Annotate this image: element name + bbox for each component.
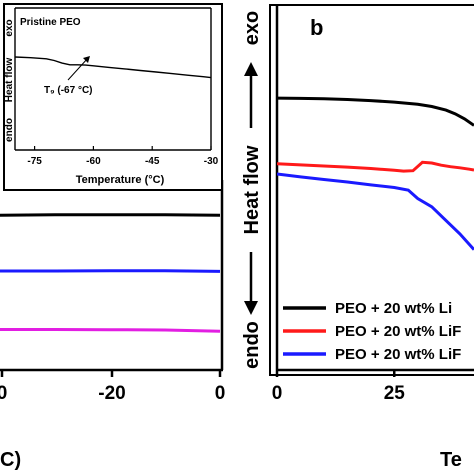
inset-annotation-label: T₉ (-67 °C): [44, 85, 93, 96]
panel-b-legend: PEO + 20 wt% Li PEO + 20 wt% LiF PEO + 20 …: [283, 300, 461, 363]
panel-b-up-arrow-head: [244, 62, 258, 76]
panel-a-series-line: [0, 213, 221, 217]
panel-a-ticks: 0 -20 0: [0, 370, 225, 404]
panel-a-x-tick-label: 0: [215, 383, 226, 404]
panel-b-y-bottom-label: endo: [241, 321, 263, 369]
panel-b-ylabel-group: exo Heat flow endo: [241, 11, 263, 369]
panel-b-series-line: [277, 172, 474, 251]
panel-b-xlabel: Te: [440, 449, 462, 471]
panel-b-x-tick-label: 0: [272, 383, 283, 404]
inset-ticks: -75 -60 -45 -30: [27, 146, 219, 167]
panel-a-x-tick-label: 0: [0, 383, 7, 404]
inset-title: Pristine PEO: [20, 17, 81, 28]
panel-b-ylabel: Heat flow: [241, 145, 263, 234]
inset-xlabel: Temperature (°C): [76, 174, 165, 186]
inset-frame: [3, 3, 223, 191]
panel-b-frame: [269, 4, 474, 376]
legend-label: PEO + 20 wt% LiF: [335, 323, 461, 340]
inset-x-tick-label: -60: [86, 156, 101, 167]
panel-a-x-tick-label: -20: [98, 383, 125, 404]
panel-a-series-line: [0, 328, 221, 333]
legend-label: PEO + 20 wt% Li: [335, 300, 452, 317]
panel-b: b exo Heat flow endo PEO + 20 wt% LiPEO …: [241, 4, 474, 471]
panel-b-down-arrow-head: [244, 301, 258, 315]
panel-b-series: [277, 96, 474, 251]
inset-series-line: [15, 56, 211, 79]
panel-b-series-line: [277, 96, 474, 127]
panel-a-series: [0, 213, 221, 333]
panel-a-xlabel: C): [0, 449, 21, 471]
panel-a-series-line: [0, 269, 221, 273]
panel-b-label: b: [310, 15, 323, 40]
inset-annotation: T₉ (-67 °C): [44, 56, 93, 96]
inset-y-top-label: exo: [4, 19, 15, 36]
panel-b-ticks: 0 25: [272, 370, 406, 404]
panel-b-series-line: [277, 160, 474, 173]
inset-annotation-arrow-line: [67, 57, 89, 81]
inset-x-tick-label: -75: [27, 156, 42, 167]
panel-b-x-tick-label: 25: [384, 383, 406, 404]
legend-label: PEO + 20 wt% LiF: [335, 346, 461, 363]
inset-annotation-arrow-head: [83, 56, 90, 63]
inset-x-tick-label: -30: [204, 156, 219, 167]
panel-a: 0 -20 0 C): [0, 180, 225, 471]
inset-x-tick-label: -45: [145, 156, 160, 167]
inset-panel: Pristine PEO T₉ (-67 °C) exo Heat flow e…: [3, 3, 223, 191]
inset-ylabel: Heat flow: [4, 58, 15, 103]
inset-y-bottom-label: endo: [4, 118, 15, 142]
panel-b-y-top-label: exo: [241, 11, 263, 45]
inset-series: [15, 56, 211, 79]
